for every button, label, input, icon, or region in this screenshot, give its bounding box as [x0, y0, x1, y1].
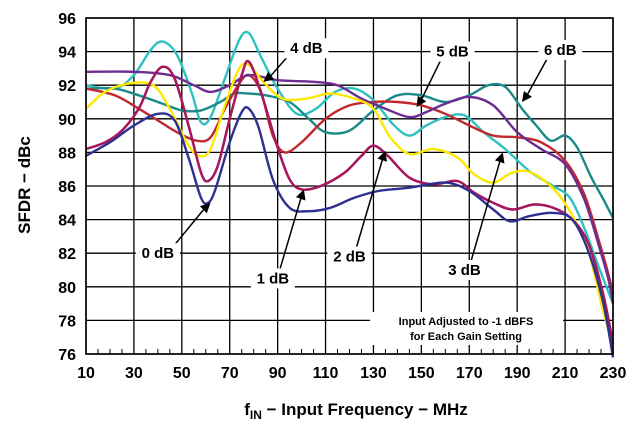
series-line-cyan: [85, 30, 615, 305]
callout-label-0-db: 0 dB: [142, 245, 175, 262]
y-axis-title: SFDR − dBc: [15, 136, 34, 234]
callout-label-4-db: 4 dB: [290, 40, 323, 57]
plot-frame: [85, 17, 614, 355]
annotation-note: Input Adjusted to -1 dBFS for Each Gain …: [370, 312, 563, 345]
x-axis-title-subscript: IN: [250, 408, 262, 422]
callout-box-2-db: [327, 246, 372, 267]
callout-box-0-db: [135, 243, 180, 264]
callout-arrowhead-3-db: [494, 152, 505, 164]
series-line-1-db: [85, 59, 615, 345]
note-box: [370, 312, 563, 345]
callout-box-4-db: [284, 38, 329, 59]
x-tick-label-11: 230: [600, 365, 627, 382]
callout-label-1-db: 1 dB: [257, 270, 290, 287]
callouts: 4 dB 5 dB 6 dB 0 dB 1 dB 2 dB 3 dB: [135, 38, 583, 289]
x-tick-label-8: 170: [456, 365, 483, 382]
x-tick-label-0: 10: [77, 365, 95, 382]
x-axis-title-rest: − Input Frequency − MHz: [262, 400, 468, 419]
x-tick-label-6: 130: [360, 365, 387, 382]
x-tick-label-10: 210: [552, 365, 579, 382]
note-line-1: Input Adjusted to -1 dBFS: [399, 316, 534, 328]
callout-leader-0-db: [171, 208, 205, 249]
x-tick-label-1: 30: [125, 365, 143, 382]
x-axis-title-main: f: [244, 400, 250, 419]
callout-leader-2-db: [355, 159, 384, 250]
series-line-4-db: [85, 70, 615, 304]
callout-label-2-db: 2 dB: [333, 249, 366, 266]
grid: [85, 17, 614, 355]
callout-leader-1-db: [278, 197, 302, 272]
callout-arrowhead-4-db: [263, 71, 275, 82]
tick-labels: 10 30 50 70 90 110 130 150 170 190 210 230 76 78 80 82 8…: [58, 11, 626, 382]
callout-arrowhead-0-db: [199, 202, 211, 214]
y-tick-label-6: 88: [58, 145, 76, 162]
callout-box-3-db: [442, 260, 487, 280]
x-tick-label-9: 190: [504, 365, 531, 382]
y-tick-label-8: 92: [58, 78, 76, 95]
callout-label-3-db: 3 dB: [448, 262, 481, 279]
x-tick-label-3: 70: [221, 365, 239, 382]
callout-arrowhead-2-db: [377, 150, 387, 162]
callout-arrowhead-6-db: [521, 90, 532, 102]
callout-leader-5-db: [420, 57, 443, 100]
callout-arrowhead-1-db: [295, 189, 306, 201]
x-tick-label-4: 90: [269, 365, 287, 382]
y-tick-label-7: 90: [58, 112, 76, 129]
y-tick-label-0: 76: [58, 347, 76, 364]
series-group: [85, 30, 615, 358]
callout-label-6-db: 6 dB: [544, 42, 577, 59]
callout-box-5-db: [430, 41, 475, 62]
callout-box-1-db: [250, 268, 295, 289]
callout-leader-6-db: [526, 56, 550, 96]
callout-leader-3-db: [469, 160, 501, 263]
y-tick-label-1: 78: [58, 313, 76, 330]
note-line-2: for Each Gain Setting: [410, 331, 522, 343]
y-tick-label-10: 96: [58, 11, 76, 28]
x-tick-label-2: 50: [173, 365, 191, 382]
series-line-0-db: [85, 106, 615, 358]
y-tick-label-5: 86: [58, 179, 76, 196]
x-axis-title: fIN − Input Frequency − MHz: [244, 400, 468, 422]
plot-border: [85, 17, 614, 355]
callout-label-5-db: 5 dB: [436, 44, 469, 61]
callout-box-6-db: [538, 39, 583, 60]
x-tick-label-5: 110: [313, 365, 339, 382]
callout-arrowhead-5-db: [416, 95, 427, 108]
x-tick-label-7: 150: [408, 365, 435, 382]
y-tick-label-3: 82: [58, 246, 76, 263]
y-tick-label-9: 94: [58, 45, 76, 62]
series-line-3-db: [85, 62, 615, 345]
y-tick-label-2: 80: [58, 280, 76, 297]
y-tick-label-4: 84: [58, 213, 76, 230]
